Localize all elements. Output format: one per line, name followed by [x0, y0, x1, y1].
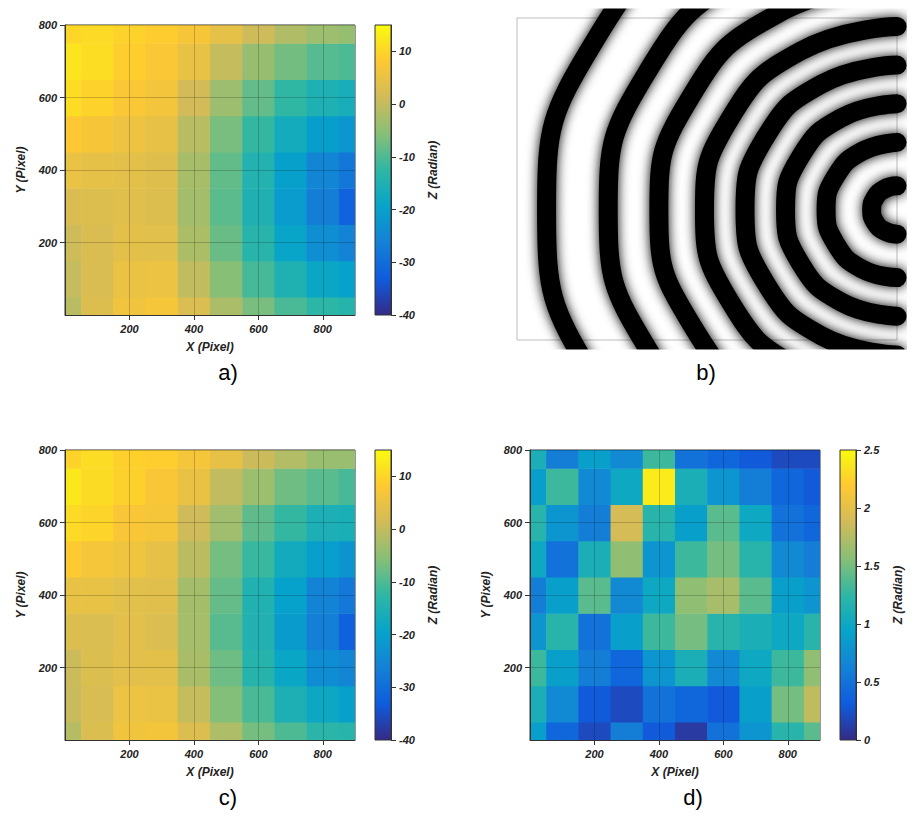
svg-text:800: 800: [779, 748, 798, 760]
svg-text:-40: -40: [399, 309, 416, 321]
svg-text:X (Pixel): X (Pixel): [185, 340, 233, 354]
svg-text:-10: -10: [399, 151, 416, 163]
svg-text:-30: -30: [399, 681, 416, 693]
svg-text:-10: -10: [399, 576, 416, 588]
svg-text:200: 200: [38, 662, 58, 674]
svg-text:200: 200: [584, 748, 604, 760]
svg-text:800: 800: [504, 444, 523, 456]
svg-text:10: 10: [399, 470, 412, 482]
svg-text:800: 800: [39, 19, 58, 31]
svg-text:800: 800: [314, 323, 333, 335]
svg-text:400: 400: [503, 589, 523, 601]
svg-text:400: 400: [38, 589, 58, 601]
svg-text:800: 800: [39, 444, 58, 456]
svg-text:-30: -30: [399, 256, 416, 268]
svg-text:600: 600: [39, 92, 58, 104]
svg-text:X (Pixel): X (Pixel): [650, 765, 698, 779]
svg-text:Y (Pixel): Y (Pixel): [14, 146, 28, 193]
svg-text:c): c): [219, 785, 237, 810]
svg-text:d): d): [683, 785, 703, 810]
svg-text:a): a): [218, 360, 238, 385]
svg-text:Z (Radian): Z (Radian): [426, 566, 440, 626]
svg-text:0.5: 0.5: [864, 676, 880, 688]
svg-text:b): b): [696, 360, 716, 385]
svg-text:400: 400: [184, 323, 204, 335]
svg-text:0: 0: [864, 734, 871, 746]
svg-text:X (Pixel): X (Pixel): [185, 765, 233, 779]
svg-text:400: 400: [184, 748, 204, 760]
svg-text:Z (Radian): Z (Radian): [891, 566, 905, 626]
svg-text:600: 600: [249, 323, 268, 335]
svg-text:400: 400: [38, 164, 58, 176]
svg-text:-40: -40: [399, 734, 416, 746]
svg-text:800: 800: [314, 748, 333, 760]
svg-text:Y (Pixel): Y (Pixel): [479, 571, 493, 618]
svg-text:400: 400: [649, 748, 669, 760]
svg-text:2.5: 2.5: [863, 444, 880, 456]
svg-text:-20: -20: [399, 204, 416, 216]
svg-text:200: 200: [119, 323, 139, 335]
svg-text:-20: -20: [399, 629, 416, 641]
svg-text:1: 1: [864, 618, 870, 630]
svg-text:200: 200: [503, 662, 523, 674]
svg-text:600: 600: [714, 748, 733, 760]
svg-text:600: 600: [39, 517, 58, 529]
svg-text:200: 200: [38, 237, 58, 249]
svg-text:200: 200: [119, 748, 139, 760]
svg-text:10: 10: [399, 45, 412, 57]
svg-text:600: 600: [504, 517, 523, 529]
svg-text:Z (Radian): Z (Radian): [426, 141, 440, 201]
svg-text:0: 0: [399, 523, 406, 535]
svg-text:Y (Pixel): Y (Pixel): [14, 571, 28, 618]
svg-text:2: 2: [863, 502, 870, 514]
svg-text:0: 0: [399, 98, 406, 110]
svg-text:600: 600: [249, 748, 268, 760]
svg-text:1.5: 1.5: [864, 560, 880, 572]
